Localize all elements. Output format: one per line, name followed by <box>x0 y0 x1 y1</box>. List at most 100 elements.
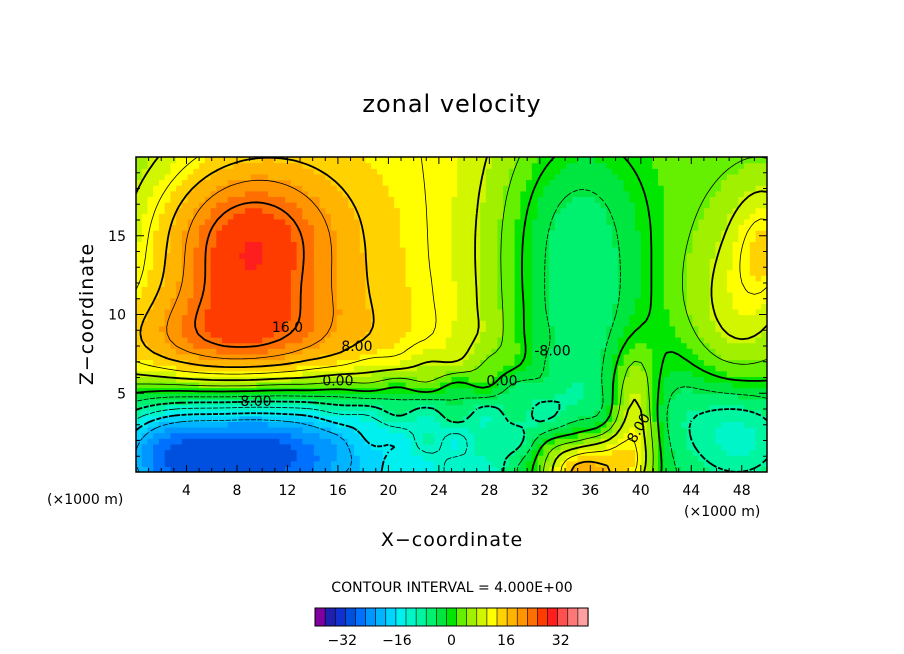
field-cell <box>434 421 441 428</box>
field-cell <box>508 269 516 276</box>
field-cell <box>302 404 309 411</box>
field-cell <box>147 376 154 383</box>
field-cell <box>371 443 378 451</box>
field-cell <box>342 280 349 287</box>
field-cell <box>623 393 630 400</box>
field-cell <box>388 443 395 451</box>
field-cell <box>434 263 441 271</box>
field-cell <box>376 460 384 467</box>
field-cell <box>336 218 344 226</box>
field-cell <box>738 427 745 434</box>
field-cell <box>715 466 722 472</box>
field-cell <box>715 421 722 428</box>
field-cell <box>652 235 659 242</box>
field-cell <box>658 337 665 344</box>
field-cell <box>222 421 229 428</box>
field-cell <box>709 365 716 372</box>
field-cell <box>594 235 602 242</box>
field-cell <box>744 443 751 451</box>
field-cell <box>491 337 498 344</box>
field-cell <box>715 370 722 377</box>
field-cell <box>749 303 757 310</box>
field-cell <box>181 415 189 422</box>
field-cell <box>308 263 315 271</box>
field-cell <box>181 275 189 282</box>
field-cell <box>331 224 338 231</box>
field-cell <box>296 365 303 372</box>
field-cell <box>285 325 292 332</box>
field-cell <box>302 275 309 282</box>
field-cell <box>520 421 527 428</box>
field-cell <box>646 421 653 428</box>
field-cell <box>382 455 389 462</box>
field-cell <box>141 308 149 316</box>
field-cell <box>422 382 430 389</box>
field-cell <box>147 353 154 361</box>
field-cell <box>233 297 240 304</box>
field-cell <box>589 235 596 242</box>
field-cell <box>428 263 435 271</box>
field-cell <box>181 404 189 411</box>
field-cell <box>273 370 281 377</box>
field-cell <box>365 370 372 377</box>
field-cell <box>589 353 596 361</box>
field-cell <box>462 438 470 445</box>
field-cell <box>267 218 275 226</box>
field-cell <box>267 331 275 338</box>
field-cell <box>583 224 590 231</box>
contour-field <box>136 157 767 472</box>
field-cell <box>669 404 676 411</box>
field-cell <box>675 303 682 310</box>
field-cell <box>566 292 573 299</box>
field-cell <box>623 443 630 451</box>
field-cell <box>273 393 281 400</box>
field-cell <box>514 275 521 282</box>
field-cell <box>715 376 722 383</box>
field-cell <box>606 348 613 355</box>
field-cell <box>686 308 694 316</box>
field-cell <box>738 359 745 366</box>
field-cell <box>302 427 309 434</box>
field-cell <box>738 398 745 406</box>
field-cell <box>721 235 728 242</box>
field-cell <box>313 359 321 366</box>
field-cell <box>543 235 550 242</box>
field-cell <box>571 308 579 316</box>
field-cell <box>485 258 493 265</box>
field-cell <box>319 443 326 451</box>
field-cell <box>577 331 585 338</box>
field-cell <box>680 455 688 462</box>
field-cell <box>663 387 671 394</box>
field-cell <box>640 314 648 321</box>
field-cell <box>577 382 585 389</box>
field-cell <box>635 382 642 389</box>
field-cell <box>365 410 372 417</box>
field-cell <box>262 370 269 377</box>
field-cell <box>675 370 682 377</box>
field-cell <box>394 427 401 434</box>
field-cell <box>331 325 338 332</box>
field-cell <box>468 387 476 394</box>
field-cell <box>302 320 309 327</box>
field-cell <box>388 314 395 321</box>
field-cell <box>726 224 734 231</box>
field-cell <box>635 460 642 467</box>
field-cell <box>698 415 705 422</box>
field-cell <box>399 303 407 310</box>
field-cell <box>227 438 235 445</box>
field-cell <box>686 325 694 332</box>
field-cell <box>744 432 751 439</box>
field-cell <box>279 393 286 400</box>
field-cell <box>640 331 648 338</box>
field-cell <box>491 286 498 293</box>
field-cell <box>474 382 481 389</box>
field-cell <box>652 258 659 265</box>
field-cell <box>331 353 338 361</box>
field-cell <box>250 213 258 220</box>
field-cell <box>537 387 544 394</box>
field-cell <box>147 331 154 338</box>
field-cell <box>434 314 441 321</box>
field-cell <box>296 370 303 377</box>
field-cell <box>526 353 533 361</box>
field-cell <box>371 353 378 361</box>
